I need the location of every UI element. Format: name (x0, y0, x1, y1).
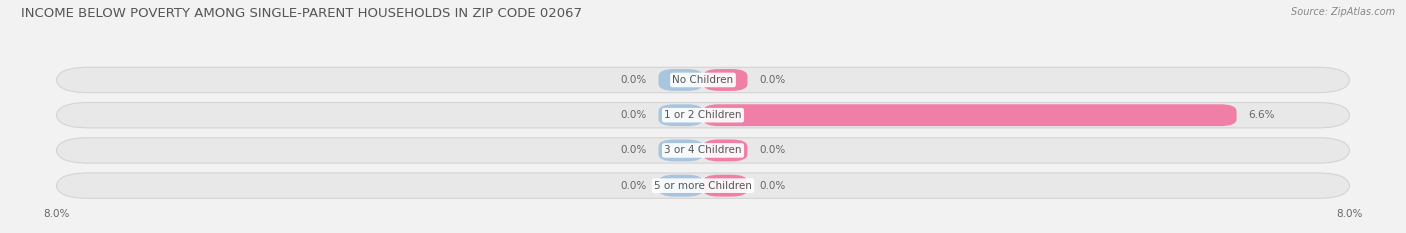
Text: 0.0%: 0.0% (620, 145, 647, 155)
Text: 6.6%: 6.6% (1249, 110, 1275, 120)
FancyBboxPatch shape (658, 140, 703, 161)
Text: 0.0%: 0.0% (620, 110, 647, 120)
Text: 0.0%: 0.0% (759, 75, 786, 85)
FancyBboxPatch shape (658, 69, 703, 91)
FancyBboxPatch shape (658, 175, 703, 197)
FancyBboxPatch shape (703, 104, 1237, 126)
Text: 0.0%: 0.0% (620, 75, 647, 85)
Text: Source: ZipAtlas.com: Source: ZipAtlas.com (1291, 7, 1395, 17)
Text: 0.0%: 0.0% (759, 181, 786, 191)
Text: 0.0%: 0.0% (620, 181, 647, 191)
Text: 0.0%: 0.0% (759, 145, 786, 155)
FancyBboxPatch shape (703, 175, 748, 197)
FancyBboxPatch shape (703, 69, 748, 91)
Text: INCOME BELOW POVERTY AMONG SINGLE-PARENT HOUSEHOLDS IN ZIP CODE 02067: INCOME BELOW POVERTY AMONG SINGLE-PARENT… (21, 7, 582, 20)
Text: 1 or 2 Children: 1 or 2 Children (664, 110, 742, 120)
FancyBboxPatch shape (56, 103, 1350, 128)
FancyBboxPatch shape (56, 173, 1350, 198)
Text: 3 or 4 Children: 3 or 4 Children (664, 145, 742, 155)
Text: No Children: No Children (672, 75, 734, 85)
FancyBboxPatch shape (56, 67, 1350, 93)
FancyBboxPatch shape (56, 138, 1350, 163)
Text: 5 or more Children: 5 or more Children (654, 181, 752, 191)
FancyBboxPatch shape (703, 140, 748, 161)
FancyBboxPatch shape (658, 104, 703, 126)
